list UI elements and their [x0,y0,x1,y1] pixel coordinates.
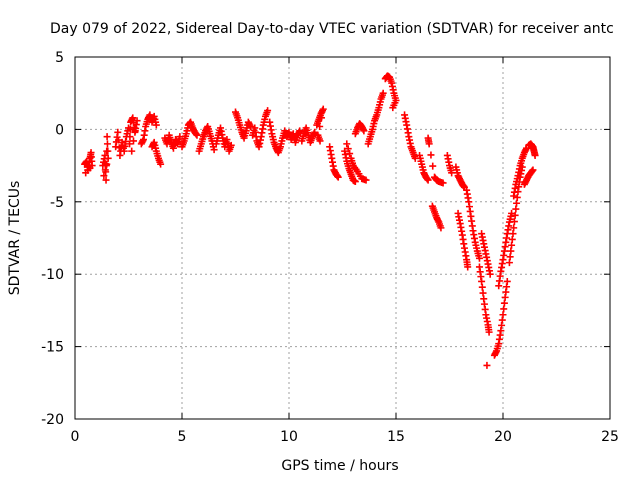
x-tick-label-5: 5 [178,429,187,445]
data-point [510,224,518,232]
x-tick-label-25: 25 [601,429,619,445]
data-point [281,127,289,135]
data-point [104,147,112,155]
x-tick-label-0: 0 [71,429,80,445]
grid [75,57,610,419]
data-point [126,140,134,148]
data-point [101,166,109,174]
data-point [510,218,518,226]
chart-title: Day 079 of 2022, Sidereal Day-to-day VTE… [50,21,614,37]
x-tick-label-20: 20 [494,429,512,445]
data-point [128,147,136,155]
data-point [475,254,483,262]
data-point [425,140,433,148]
data-point [126,133,134,141]
data-point [389,104,397,112]
data-point [210,146,218,154]
data-point [437,224,445,232]
x-tick-label-10: 10 [280,429,298,445]
data-point [485,328,493,336]
data-point [486,270,494,278]
data-point [344,145,352,153]
data-point [429,162,437,170]
data-point [316,137,324,145]
data-point [152,121,160,129]
data-point [103,133,111,141]
data-point [133,117,141,125]
data-point [193,131,201,139]
y-tick-label--10: -10 [41,267,64,283]
y-tick-label--5: -5 [50,195,64,211]
y-tick-label-0: 0 [55,122,64,138]
y-axis-label: SDTVAR / TECUs [7,181,23,296]
data-series-sdtvar [81,72,539,369]
data-point [114,128,122,136]
data-point [379,89,387,97]
data-point [319,105,327,113]
data-point [529,166,537,174]
data-point [264,107,272,115]
data-point [129,137,137,145]
plot-frame [74,56,611,420]
data-point [511,211,519,219]
data-point [115,136,123,144]
data-point [439,179,447,187]
data-point [483,361,491,369]
data-point [334,173,342,181]
axis-ticks: 0 5 10 15 20 25 5 0 -5 -10 -15 -20 [41,50,619,445]
x-axis-label: GPS time / hours [281,458,398,474]
data-point [296,127,304,135]
data-point [464,263,472,271]
data-point [427,151,435,159]
data-point [316,123,324,131]
data-point [343,140,351,148]
data-point [103,160,111,168]
data-point [360,127,368,135]
data-point [531,151,539,159]
data-point [104,154,112,162]
data-point [317,114,325,122]
data-point [126,125,134,133]
data-point [508,209,516,217]
data-point [100,172,108,180]
data-point [246,123,254,131]
data-point [424,176,432,184]
data-point [103,140,111,148]
data-point [362,176,370,184]
data-point [503,277,511,285]
data-point [346,150,354,158]
data-point [157,160,165,168]
data-point [131,127,139,135]
data-point [227,141,235,149]
y-tick-label-5: 5 [55,50,64,66]
data-point [102,176,110,184]
x-tick-label-15: 15 [387,429,405,445]
y-tick-label--15: -15 [41,340,64,356]
data-point [351,178,359,186]
y-tick-label--20: -20 [41,412,64,428]
data-point [82,169,90,177]
